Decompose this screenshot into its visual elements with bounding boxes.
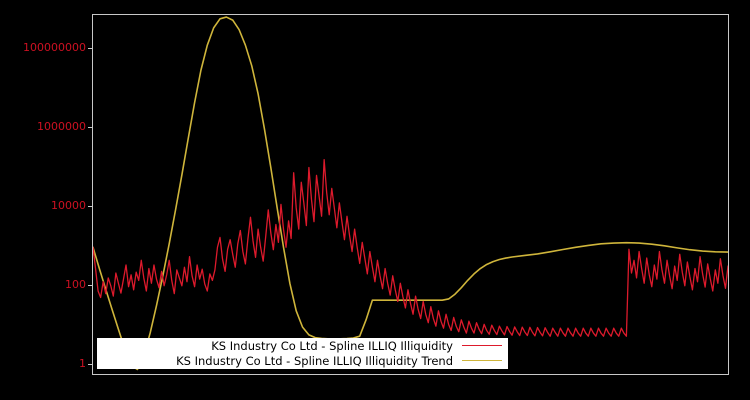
y-tick-label: 100000000	[23, 41, 86, 55]
y-tick-mark	[88, 48, 92, 50]
legend-entry-illiquidity-trend[interactable]: KS Industry Co Ltd - Spline ILLIQ Illiqu…	[97, 353, 508, 368]
legend-swatch-illiquidity-trend	[462, 360, 502, 361]
y-tick-label: 1	[79, 356, 86, 370]
y-tick-mark	[88, 363, 92, 365]
legend-entry-illiquidity[interactable]: KS Industry Co Ltd - Spline ILLIQ Illiqu…	[97, 338, 508, 353]
series-line-illiquidity	[93, 159, 728, 337]
y-tick-label: 1000000	[37, 120, 86, 134]
y-tick-mark	[88, 284, 92, 286]
legend-swatch-illiquidity	[462, 345, 502, 346]
series-line-illiquidity-trend	[93, 16, 728, 371]
plot-area	[92, 14, 729, 375]
y-tick-label: 10000	[51, 199, 86, 213]
legend-label-illiquidity: KS Industry Co Ltd - Spline ILLIQ Illiqu…	[211, 338, 453, 353]
y-tick-mark	[88, 206, 92, 208]
y-axis-tick-labels: 1 100 10000 1000000 100000000	[0, 0, 86, 400]
y-tick-mark	[88, 127, 92, 129]
legend-label-illiquidity-trend: KS Industry Co Ltd - Spline ILLIQ Illiqu…	[176, 353, 453, 368]
series-canvas	[93, 16, 728, 371]
y-tick-label: 100	[65, 277, 86, 291]
chart-legend[interactable]: KS Industry Co Ltd - Spline ILLIQ Illiqu…	[97, 338, 508, 369]
